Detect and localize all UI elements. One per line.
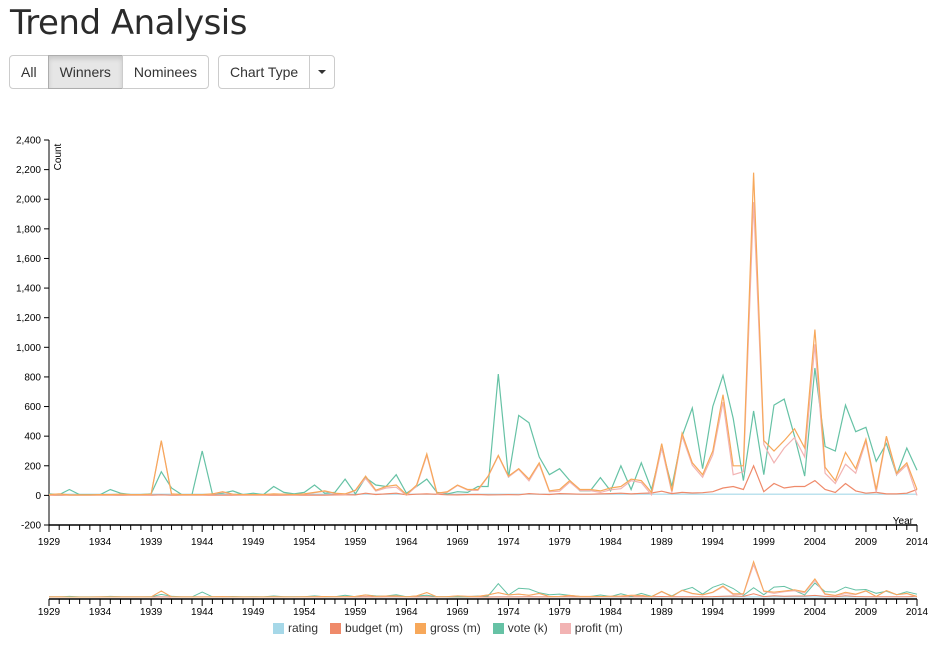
trend-chart: -200 0 200 400 600 800 1,000 1,200 1,400 1,600 1,8… (16, 136, 929, 619)
y-tick-label: 400 (24, 432, 41, 443)
legend-label: profit (m) (574, 621, 623, 635)
y-tick-label: 1,800 (16, 224, 41, 235)
overview-line-profit (49, 563, 918, 598)
x-tick-label: 1974 (497, 537, 520, 548)
overview-x-tick-label: 2004 (804, 607, 827, 618)
legend-swatch (330, 622, 342, 634)
filter-all-button[interactable]: All (9, 55, 49, 89)
legend-item-budget[interactable]: budget (m) (330, 621, 403, 635)
x-tick-label: 1929 (38, 537, 61, 548)
x-tick-label: 1934 (89, 537, 112, 548)
y-tick-label: 1,000 (16, 343, 41, 354)
overview-x-tick-label: 2014 (906, 607, 929, 618)
legend-swatch (273, 622, 284, 634)
y-tick-label: 600 (24, 402, 41, 413)
overview-x-tick-label: 1939 (140, 607, 163, 618)
series-line-gross (48, 172, 918, 496)
chevron-down-icon (318, 70, 327, 74)
overview-x-tick-label: 1969 (446, 607, 469, 618)
overview-line-gross (48, 560, 918, 598)
page-title: Trend Analysis (10, 3, 247, 43)
x-tick-label: 1939 (140, 537, 163, 548)
x-tick-label: 1949 (242, 537, 265, 548)
x-axis-label: Year (893, 516, 914, 527)
y-tick-label: 1,200 (16, 313, 41, 324)
overview-x-tick-label: 1934 (89, 607, 112, 618)
overview-x-tick-label: 1999 (753, 607, 776, 618)
overview-x-tick-label: 1949 (242, 607, 265, 618)
x-tick-label: 2009 (855, 537, 878, 548)
overview-x-tick-label: 1944 (191, 607, 214, 618)
y-tick-label: 2,200 (16, 165, 41, 176)
x-tick-label: 1994 (702, 537, 725, 548)
x-tick-label: 1984 (600, 537, 623, 548)
legend-item-gross[interactable]: gross (m) (415, 621, 481, 635)
overview-x-tick-label: 2009 (855, 607, 878, 618)
overview-x-tick-label: 1974 (497, 607, 520, 618)
x-tick-label: 1964 (395, 537, 418, 548)
y-tick-label: -200 (21, 521, 41, 532)
y-tick-label: 2,000 (16, 195, 41, 206)
overview-x-tick-label: 1979 (548, 607, 571, 618)
legend-label: vote (k) (507, 621, 548, 635)
x-tick-label: 2014 (906, 537, 929, 548)
filter-button-group: All Winners Nominees (9, 55, 209, 89)
overview-x-tick-label: 1984 (600, 607, 623, 618)
x-tick-label: 1979 (548, 537, 571, 548)
series-line-budget (48, 464, 918, 496)
y-tick-label: 2,400 (16, 136, 41, 147)
overview-brush-chart[interactable]: 1929 1934 1939 1944 1949 1954 1959 1964 1969 1974… (38, 560, 929, 618)
series-line-vote (48, 367, 918, 496)
main-chart-axes: -200 0 200 400 600 800 1,000 1,200 1,400 1,600 1,8… (16, 136, 929, 549)
overview-x-tick-label: 1989 (651, 607, 674, 618)
legend-item-vote[interactable]: vote (k) (492, 621, 548, 635)
x-tick-label: 1989 (651, 537, 674, 548)
x-tick-label: 1954 (293, 537, 316, 548)
legend-swatch (559, 622, 571, 634)
legend-label: budget (m) (345, 621, 404, 635)
overview-x-tick-label: 1954 (293, 607, 316, 618)
legend-label: gross (m) (430, 621, 481, 635)
x-tick-label: 1944 (191, 537, 214, 548)
main-chart-lines (48, 172, 918, 497)
legend-label: rating (288, 621, 319, 635)
y-axis-label: Count (53, 143, 64, 170)
chart-type-toggle-button[interactable] (309, 55, 336, 89)
y-tick-label: 200 (24, 461, 41, 472)
x-tick-label: 1969 (446, 537, 469, 548)
legend-swatch (492, 622, 504, 634)
legend-swatch (415, 622, 427, 634)
legend-item-rating[interactable]: rating (273, 621, 318, 635)
overview-x-tick-label: 1929 (38, 607, 61, 618)
y-tick-label: 1,400 (16, 284, 41, 295)
chart-type-dropdown: Chart Type (218, 55, 336, 89)
y-tick-label: 1,600 (16, 254, 41, 265)
series-line-profit (48, 202, 918, 497)
overview-x-tick-label: 1994 (702, 607, 725, 618)
filter-nominees-button[interactable]: Nominees (121, 55, 209, 89)
x-tick-label: 2004 (804, 537, 827, 548)
y-tick-label: 0 (35, 491, 41, 502)
overview-x-tick-label: 1959 (344, 607, 367, 618)
x-tick-label: 1959 (344, 537, 367, 548)
legend-item-profit[interactable]: profit (m) (559, 621, 623, 635)
overview-x-tick-label: 1964 (395, 607, 418, 618)
y-tick-label: 800 (24, 372, 41, 383)
chart-legend: rating budget (m) gross (m) vote (k) profit … (273, 621, 635, 635)
overview-line-vote (48, 582, 918, 598)
x-tick-label: 1999 (753, 537, 776, 548)
